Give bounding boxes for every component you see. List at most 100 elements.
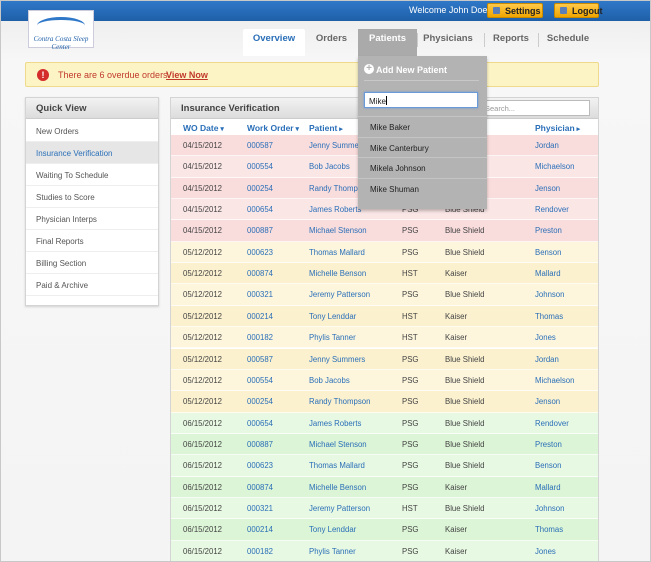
- table-cell[interactable]: Jenny Summers: [309, 141, 366, 150]
- table-cell[interactable]: Preston: [535, 226, 562, 236]
- alert-link[interactable]: View Now: [166, 70, 208, 80]
- logout-button[interactable]: Logout: [554, 3, 603, 18]
- search-result[interactable]: Mike Baker: [358, 116, 487, 137]
- table-cell[interactable]: James Roberts: [309, 418, 362, 428]
- table-cell[interactable]: Johnson: [535, 290, 565, 300]
- nav-tab[interactable]: Schedule: [546, 33, 590, 44]
- sidebar-item[interactable]: Studies to Score: [26, 186, 158, 208]
- table-cell[interactable]: Michelle Benson: [309, 482, 367, 492]
- table-row[interactable]: 05/12/2012 000874 Michelle Benson HST Kaiser…: [171, 263, 598, 285]
- table-cell[interactable]: Thomas Mallard: [309, 461, 365, 471]
- nav-tab[interactable]: Patients: [358, 29, 417, 56]
- column-header[interactable]: WO Date: [183, 123, 224, 133]
- sidebar-item[interactable]: Waiting To Schedule: [26, 164, 158, 186]
- column-header[interactable]: Physician: [535, 123, 580, 133]
- table-cell[interactable]: 000554: [247, 375, 274, 385]
- table-cell[interactable]: 000654: [247, 205, 274, 215]
- sidebar-item[interactable]: Billing Section: [26, 252, 158, 274]
- table-row[interactable]: 05/12/2012 000254 Randy Thompson PSG Blue Sh…: [171, 391, 598, 413]
- table-cell[interactable]: Mallard: [535, 482, 561, 492]
- table-cell[interactable]: 000874: [247, 482, 274, 492]
- patient-search[interactable]: Mike: [364, 92, 478, 108]
- table-cell[interactable]: Randy Thompson: [309, 183, 371, 193]
- table-cell[interactable]: Thomas: [535, 525, 564, 535]
- table-cell[interactable]: 000654: [247, 418, 274, 428]
- table-cell[interactable]: 000874: [247, 269, 274, 279]
- table-cell[interactable]: Benson: [535, 461, 562, 471]
- table-cell[interactable]: Jordan: [535, 141, 559, 150]
- table-cell[interactable]: Rendover: [535, 418, 569, 428]
- table-cell[interactable]: 000321: [247, 503, 274, 513]
- table-cell[interactable]: Phylis Tanner: [309, 333, 356, 343]
- table-cell[interactable]: Michaelson: [535, 162, 575, 172]
- table-cell[interactable]: Jenson: [535, 183, 561, 193]
- nav-tab[interactable]: Reports: [493, 33, 529, 44]
- table-cell[interactable]: Jeremy Patterson: [309, 290, 371, 300]
- table-cell[interactable]: Tony Lenddar: [309, 525, 357, 535]
- table-row[interactable]: 06/15/2012 000182 Phylis Tanner PSG Kaiser Jo…: [171, 540, 598, 561]
- table-row[interactable]: 04/15/2012 000887 Michael Stenson PSG Blue S…: [171, 220, 598, 242]
- table-cell[interactable]: 000254: [247, 397, 274, 407]
- table-cell[interactable]: Randy Thompson: [309, 397, 371, 407]
- table-cell[interactable]: Benson: [535, 247, 562, 257]
- table-cell[interactable]: Bob Jacobs: [309, 375, 350, 385]
- table-cell[interactable]: 000254: [247, 183, 274, 193]
- table-row[interactable]: 06/15/2012 000623 Thomas Mallard PSG Blue Sh…: [171, 455, 598, 477]
- table-cell[interactable]: 000587: [247, 354, 274, 364]
- table-cell[interactable]: Jenson: [535, 397, 561, 407]
- table-cell[interactable]: Tony Lenddar: [309, 311, 357, 321]
- table-row[interactable]: 06/15/2012 000874 Michelle Benson PSG Kaiser…: [171, 476, 598, 498]
- table-cell[interactable]: Michelle Benson: [309, 269, 367, 279]
- nav-tab[interactable]: Overview: [243, 29, 305, 56]
- table-cell[interactable]: 000887: [247, 439, 274, 449]
- table-cell[interactable]: Thomas Mallard: [309, 247, 365, 257]
- search-result[interactable]: Mikela Johnson: [358, 157, 487, 178]
- add-patient[interactable]: Add New Patient: [363, 64, 447, 75]
- table-cell[interactable]: Michaelson: [535, 375, 575, 385]
- table-cell[interactable]: 000623: [247, 461, 274, 471]
- table-cell[interactable]: Bob Jacobs: [309, 162, 350, 172]
- table-row[interactable]: 05/12/2012 000623 Thomas Mallard PSG Blue Sh…: [171, 241, 598, 264]
- table-cell[interactable]: 000182: [247, 333, 274, 343]
- table-cell[interactable]: 000587: [247, 141, 274, 150]
- table-cell[interactable]: James Roberts: [309, 205, 362, 215]
- table-cell[interactable]: Jones: [535, 546, 556, 556]
- table-cell[interactable]: Jeremy Patterson: [309, 503, 371, 513]
- table-cell[interactable]: Mallard: [535, 269, 561, 279]
- table-row[interactable]: 04/15/2012 000654 James Roberts PSG Blue Shi…: [171, 199, 598, 221]
- sidebar-item[interactable]: Insurance Verification: [26, 142, 158, 164]
- table-row[interactable]: 05/12/2012 000321 Jeremy Patterson PSG Blue …: [171, 284, 598, 306]
- logo[interactable]: Contra Costa Sleep Center: [28, 10, 94, 51]
- table-cell[interactable]: 000182: [247, 546, 274, 556]
- table-cell[interactable]: Johnson: [535, 503, 565, 513]
- sidebar-item[interactable]: Final Reports: [26, 230, 158, 252]
- table-row[interactable]: 05/12/2012 000214 Tony Lenddar HST Kaiser Tho…: [171, 305, 598, 328]
- table-cell[interactable]: 000214: [247, 311, 274, 321]
- sidebar-item[interactable]: Physician Interps: [26, 208, 158, 230]
- table-cell[interactable]: 000321: [247, 290, 274, 300]
- table-cell[interactable]: Jordan: [535, 354, 559, 364]
- table-row[interactable]: 05/12/2012 000587 Jenny Summers PSG Blue Shi…: [171, 348, 598, 370]
- nav-tab[interactable]: Orders: [315, 33, 348, 44]
- table-row[interactable]: 05/12/2012 000554 Bob Jacobs PSG Blue Shield…: [171, 369, 598, 392]
- table-row[interactable]: 06/15/2012 000887 Michael Stenson PSG Blue S…: [171, 433, 598, 456]
- table-cell[interactable]: Rendover: [535, 205, 569, 215]
- search-result[interactable]: Mike Canterbury: [358, 136, 487, 158]
- table-row[interactable]: 05/12/2012 000182 Phylis Tanner HST Kaiser Jo…: [171, 327, 598, 349]
- column-header[interactable]: Work Order: [247, 123, 299, 133]
- search-input[interactable]: Search...: [480, 100, 590, 116]
- table-cell[interactable]: Jones: [535, 333, 556, 343]
- table-row[interactable]: 06/15/2012 000654 James Roberts PSG Blue Shi…: [171, 412, 598, 434]
- table-cell[interactable]: 000214: [247, 525, 274, 535]
- nav-tab[interactable]: Physicians: [423, 33, 473, 44]
- table-row[interactable]: 06/15/2012 000214 Tony Lenddar PSG Kaiser Tho…: [171, 519, 598, 541]
- table-cell[interactable]: Preston: [535, 439, 562, 449]
- sidebar-item[interactable]: Paid & Archive: [26, 274, 158, 296]
- table-cell[interactable]: Phylis Tanner: [309, 546, 356, 556]
- sidebar-item[interactable]: New Orders: [26, 120, 158, 142]
- table-cell[interactable]: Jenny Summers: [309, 354, 366, 364]
- column-header[interactable]: Patient: [309, 123, 343, 133]
- settings-button[interactable]: Settings: [487, 3, 543, 18]
- table-row[interactable]: 06/15/2012 000321 Jeremy Patterson HST Blue …: [171, 497, 598, 520]
- table-cell[interactable]: 000623: [247, 247, 274, 257]
